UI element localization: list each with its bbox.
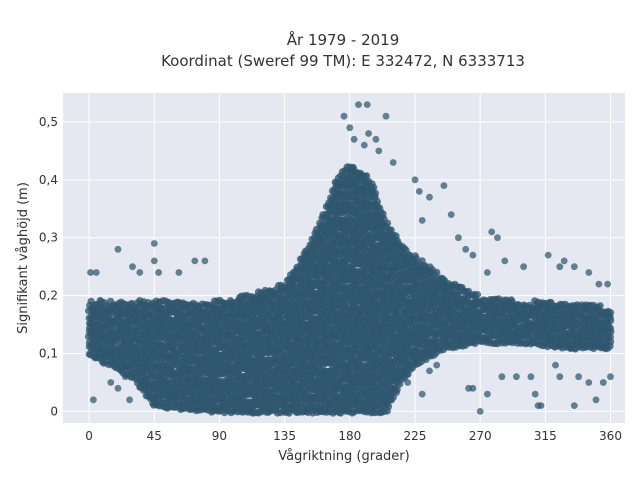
outlier-point xyxy=(412,176,419,183)
outlier-point xyxy=(209,304,216,311)
outlier-point xyxy=(351,136,358,143)
outlier-point xyxy=(155,269,162,276)
outlier-point xyxy=(191,258,198,265)
outlier-point xyxy=(373,136,380,143)
outlier-point xyxy=(87,269,94,276)
outlier-point xyxy=(346,124,353,131)
outlier-point xyxy=(416,188,423,195)
outlier-point xyxy=(115,246,122,253)
scatter-point xyxy=(474,291,481,298)
outlier-point xyxy=(419,217,426,224)
outlier-point xyxy=(383,113,390,120)
outlier-point xyxy=(426,194,433,201)
outlier-point xyxy=(484,269,491,276)
outlier-point xyxy=(375,148,382,155)
outlier-point xyxy=(448,211,455,218)
outlier-point xyxy=(390,159,397,166)
outlier-point xyxy=(470,252,477,259)
outlier-point xyxy=(488,229,495,236)
outlier-point xyxy=(494,234,501,241)
scatter-point xyxy=(372,190,379,197)
chart-title-line1: År 1979 - 2019 xyxy=(287,30,400,49)
chart-title-line2: Koordinat (Sweref 99 TM): E 332472, N 63… xyxy=(161,52,525,70)
scatter-point xyxy=(597,302,604,309)
scatter-point xyxy=(385,403,392,410)
outlier-point xyxy=(93,269,100,276)
outlier-point xyxy=(151,240,158,247)
outlier-point xyxy=(455,234,462,241)
scatter-point xyxy=(607,325,614,332)
outlier-point xyxy=(151,258,158,265)
scatter-point xyxy=(374,198,381,205)
outlier-point xyxy=(129,263,136,270)
outlier-point xyxy=(462,246,469,253)
outlier-point xyxy=(136,269,143,276)
outlier-point xyxy=(355,101,362,108)
outlier-point xyxy=(341,113,348,120)
outlier-point xyxy=(441,182,448,189)
outlier-point xyxy=(176,269,183,276)
scatter-point xyxy=(607,309,614,316)
outlier-point xyxy=(365,130,372,137)
scatter-point xyxy=(384,220,391,227)
outlier-point xyxy=(202,258,209,265)
outlier-point xyxy=(361,142,368,149)
outlier-point xyxy=(364,101,371,108)
outlier-point xyxy=(90,396,97,403)
scatter-point xyxy=(433,269,440,276)
